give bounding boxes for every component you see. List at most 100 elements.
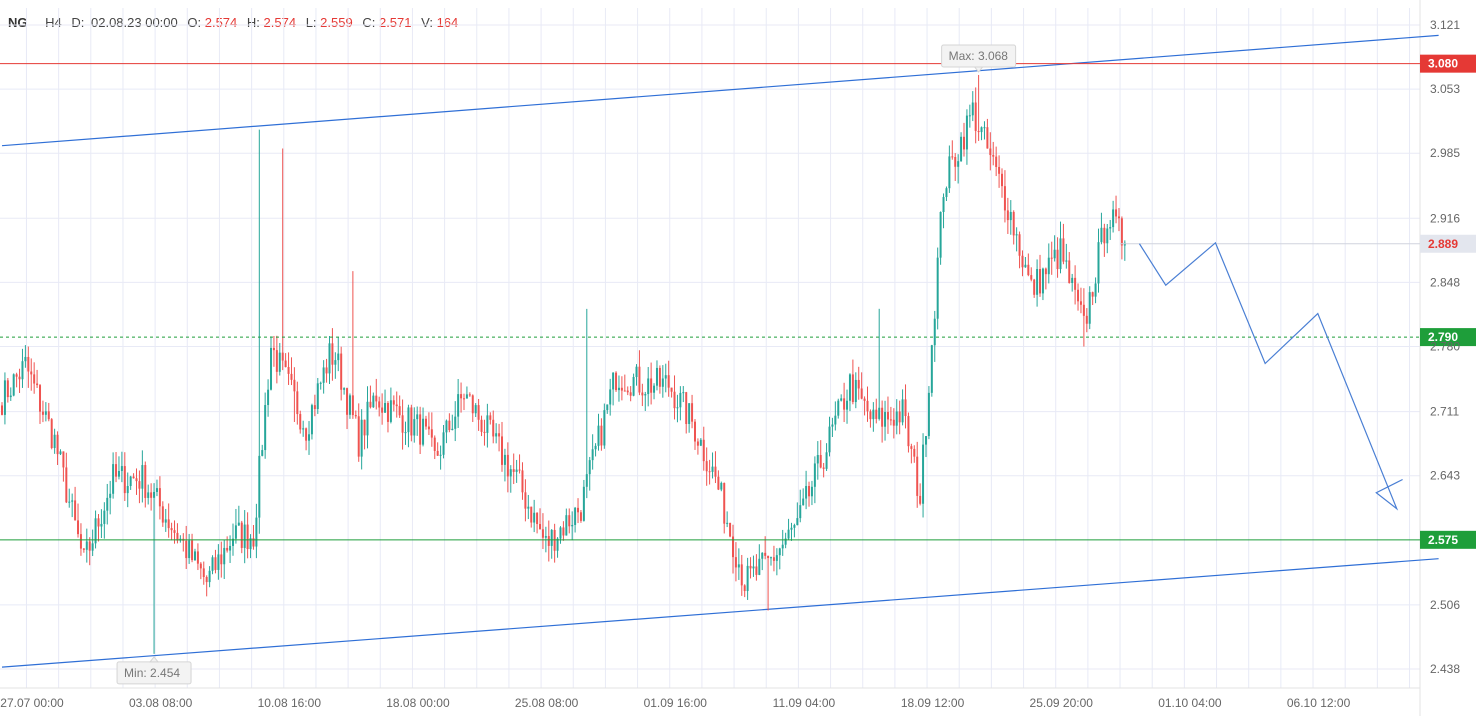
candle-body [1003, 186, 1006, 211]
candle [413, 407, 416, 443]
candle [404, 421, 407, 445]
candle [457, 378, 460, 428]
candle-body [261, 450, 264, 456]
candle [305, 427, 308, 451]
candle-body [474, 405, 477, 414]
candle [998, 155, 1001, 188]
candle [808, 481, 811, 507]
candle-body [772, 557, 775, 561]
candle-body [56, 434, 59, 455]
candle-body [1012, 211, 1015, 236]
candle [737, 548, 740, 580]
candle-body [117, 470, 120, 477]
candle [755, 554, 758, 581]
candle-body [913, 448, 916, 457]
candle [860, 372, 863, 400]
candle-body [483, 431, 486, 433]
price-axis: 3.080 2.790 2.575 3.121 3.053 2.985 2.916 2.848… [1420, 18, 1476, 676]
candle-body [1088, 292, 1091, 324]
candle [521, 462, 524, 500]
candle [904, 384, 907, 429]
candle-body [120, 466, 123, 471]
candle-body [1120, 218, 1123, 246]
candle [249, 534, 252, 559]
candle-body [799, 505, 802, 519]
candle [410, 404, 413, 442]
candle [805, 470, 808, 510]
candle-body [810, 486, 813, 497]
candle-body [600, 425, 603, 446]
candle-body [258, 455, 261, 518]
candle-body [281, 352, 284, 361]
candle-body [170, 528, 173, 531]
candle-body [1001, 173, 1004, 187]
candle [729, 522, 732, 538]
candle-body [1062, 238, 1065, 262]
candle [261, 444, 264, 457]
candle-body [313, 405, 316, 410]
candle-body [998, 166, 1001, 174]
candle-body [430, 429, 433, 438]
candle-body [404, 432, 407, 434]
candle [246, 512, 249, 559]
candle-body [249, 538, 252, 550]
level-price-label: 2.790 [1428, 330, 1458, 344]
max-marker-label: Max: 3.068 [949, 49, 1009, 63]
candle-body [556, 538, 559, 551]
candle-body [1117, 216, 1120, 219]
candle [287, 352, 290, 385]
candle-body [805, 485, 808, 499]
candle [448, 413, 451, 433]
candle [436, 442, 439, 456]
candle [486, 403, 489, 448]
candle [126, 472, 129, 508]
candle [474, 403, 477, 418]
candle-body [983, 127, 986, 129]
candle [685, 391, 688, 434]
candle [293, 367, 296, 422]
candle-body [658, 367, 661, 387]
candle-body [208, 570, 211, 583]
candle [214, 549, 217, 574]
candle [223, 539, 226, 579]
candle-body [471, 395, 474, 414]
candle [848, 373, 851, 412]
candle-body [541, 529, 544, 538]
candle [571, 511, 574, 541]
candle [299, 410, 302, 434]
candle [1036, 259, 1039, 307]
candle [47, 402, 50, 422]
candle [840, 394, 843, 402]
candle-body [512, 469, 515, 472]
candle [1018, 231, 1021, 269]
candle [577, 498, 580, 524]
candle-body [603, 410, 606, 446]
current-price-tag [1420, 234, 1476, 253]
candle [980, 126, 983, 141]
candle-body [97, 518, 100, 527]
candle-body [901, 399, 904, 423]
open-label: O: [187, 15, 202, 30]
max-marker-pointer [973, 66, 984, 73]
candle [954, 153, 957, 181]
candle [1027, 253, 1030, 277]
candles [1, 74, 1126, 654]
candle-body [302, 428, 305, 430]
candle [749, 557, 752, 579]
candle-body [422, 418, 425, 445]
candle [56, 431, 59, 465]
candle [129, 475, 132, 490]
candle-body [691, 403, 694, 422]
candle-body [509, 469, 512, 477]
candle-body [30, 371, 33, 375]
candle-body [1036, 269, 1039, 295]
candle [857, 366, 860, 400]
candle [1050, 241, 1053, 275]
candle [439, 445, 442, 470]
candle-body [164, 519, 167, 523]
high-value: 2.574 [263, 15, 297, 30]
candle-body [59, 451, 62, 455]
candle [281, 148, 284, 371]
candle-body [237, 522, 240, 526]
